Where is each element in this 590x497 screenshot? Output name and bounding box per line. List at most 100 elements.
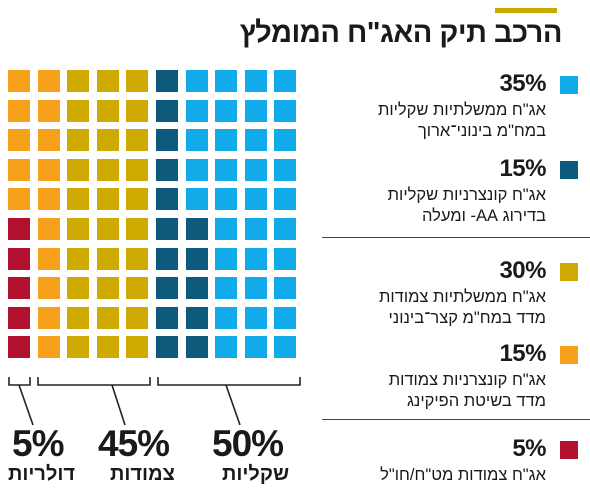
legend-divider <box>322 419 590 420</box>
waffle-cell <box>274 336 297 359</box>
legend-desc: אג"ח ממשלתיות צמודות מדד במח"מ קצר־בינונ… <box>379 287 546 329</box>
legend-divider <box>322 237 590 238</box>
waffle-cell <box>244 218 267 240</box>
legend-desc-line: אג"ח קונצרניות שקליות <box>387 186 546 204</box>
chart-title: הרכב תיק האג"ח המומלץ <box>239 17 563 49</box>
bracket-dollar-pointer <box>18 384 34 426</box>
bracket-dollar <box>8 377 31 386</box>
waffle-cell <box>156 306 178 329</box>
waffle-cell <box>96 277 119 300</box>
waffle-cell <box>126 277 149 300</box>
waffle-cell <box>8 247 30 270</box>
waffle-cell <box>156 247 178 270</box>
waffle-cell <box>37 336 60 359</box>
waffle-cell <box>126 99 149 122</box>
legend-desc: אג"ח ממשלתיות שקליות במח"מ בינוני־ארוך <box>378 100 546 142</box>
waffle-cell <box>126 129 149 152</box>
waffle-cell <box>244 129 267 152</box>
legend-item-gov-linked: 30% אג"ח ממשלתיות צמודות מדד במח"מ קצר־ב… <box>328 259 578 329</box>
waffle-cell <box>67 336 90 359</box>
legend-item-fx: 5% אג"ח צמודות מט"ח/חו"ל <box>328 437 578 492</box>
group-shekel-pct: 50% <box>212 423 284 464</box>
waffle-cell <box>8 129 30 152</box>
waffle-cell <box>37 218 60 240</box>
waffle-cell <box>274 99 297 122</box>
waffle-cell <box>126 188 149 211</box>
waffle-cell <box>96 247 119 270</box>
legend-pct: 15% <box>499 155 546 182</box>
waffle-cell <box>126 247 149 270</box>
waffle-cell <box>244 158 267 181</box>
legend-swatch <box>560 346 578 364</box>
waffle-cell <box>8 306 30 329</box>
waffle-cell <box>215 129 238 152</box>
waffle-cell <box>8 158 30 181</box>
waffle-cell <box>8 188 30 211</box>
waffle-cell <box>244 277 267 300</box>
group-shekel-label: שקליות <box>222 463 290 485</box>
legend-pct: 15% <box>499 340 546 367</box>
waffle-cell <box>185 188 208 211</box>
bracket-linked <box>37 377 151 386</box>
legend-desc: אג"ח צמודות מט"ח/חו"ל <box>380 465 546 486</box>
waffle-cell <box>156 277 178 300</box>
waffle-cell <box>67 277 90 300</box>
legend-desc-line: אג"ח ממשלתיות צמודות <box>378 288 546 306</box>
waffle-cell <box>96 70 119 92</box>
waffle-cell <box>37 247 60 270</box>
legend-desc: אג"ח קונצרניות צמודות מדד בשיטת הפיקינג <box>389 370 546 412</box>
waffle-cell <box>96 218 119 240</box>
waffle-cell <box>244 247 267 270</box>
waffle-cell <box>67 129 90 152</box>
legend-desc-line: אג"ח קונצרניות צמודות <box>388 371 546 389</box>
legend-desc-line: בדירוג AA- ומעלה <box>422 207 546 225</box>
waffle-cell <box>67 70 90 92</box>
waffle-cell <box>215 158 238 181</box>
bracket-linked-pointer <box>111 384 126 426</box>
legend-desc: אג"ח קונצרניות שקליות בדירוג AA- ומעלה <box>388 185 546 227</box>
waffle-cell <box>37 277 60 300</box>
legend-swatch <box>560 161 578 179</box>
bracket-shekel <box>157 377 301 386</box>
waffle-cell <box>67 158 90 181</box>
waffle-cell <box>37 70 60 92</box>
waffle-cell <box>67 247 90 270</box>
legend-desc-line: מדד בשיטת הפיקינג <box>406 392 546 410</box>
waffle-cell <box>96 99 119 122</box>
waffle-cell <box>185 158 208 181</box>
waffle-cell <box>185 129 208 152</box>
legend-item-corp-shekel: 15% אג"ח קונצרניות שקליות בדירוג AA- ומע… <box>328 157 578 227</box>
waffle-cell <box>37 188 60 211</box>
waffle-cell <box>274 306 297 329</box>
waffle-cell <box>156 99 178 122</box>
legend-swatch <box>560 263 578 281</box>
legend-pct: 30% <box>499 257 546 284</box>
waffle-cell <box>8 99 30 122</box>
waffle-cell <box>96 158 119 181</box>
group-dollar-label: דולריות <box>8 463 76 485</box>
waffle-cell <box>274 158 297 181</box>
waffle-cell <box>37 306 60 329</box>
legend-swatch <box>560 441 578 459</box>
waffle-cell <box>215 218 238 240</box>
waffle-cell <box>215 247 238 270</box>
waffle-cell <box>185 218 208 240</box>
legend-desc-line: אג"ח ממשלתיות שקליות <box>377 101 546 119</box>
waffle-cell <box>274 188 297 211</box>
waffle-cell <box>156 129 178 152</box>
waffle-cell <box>274 247 297 270</box>
waffle-cell <box>215 306 238 329</box>
waffle-grid <box>0 0 310 400</box>
waffle-cell <box>67 306 90 329</box>
legend-pct: 35% <box>499 70 546 97</box>
waffle-cell <box>244 306 267 329</box>
waffle-cell <box>126 70 149 92</box>
waffle-cell <box>274 129 297 152</box>
waffle-cell <box>126 158 149 181</box>
legend-swatch <box>560 76 578 94</box>
waffle-cell <box>244 188 267 211</box>
waffle-cell <box>156 188 178 211</box>
waffle-cell <box>37 129 60 152</box>
waffle-cell <box>126 336 149 359</box>
waffle-cell <box>244 99 267 122</box>
